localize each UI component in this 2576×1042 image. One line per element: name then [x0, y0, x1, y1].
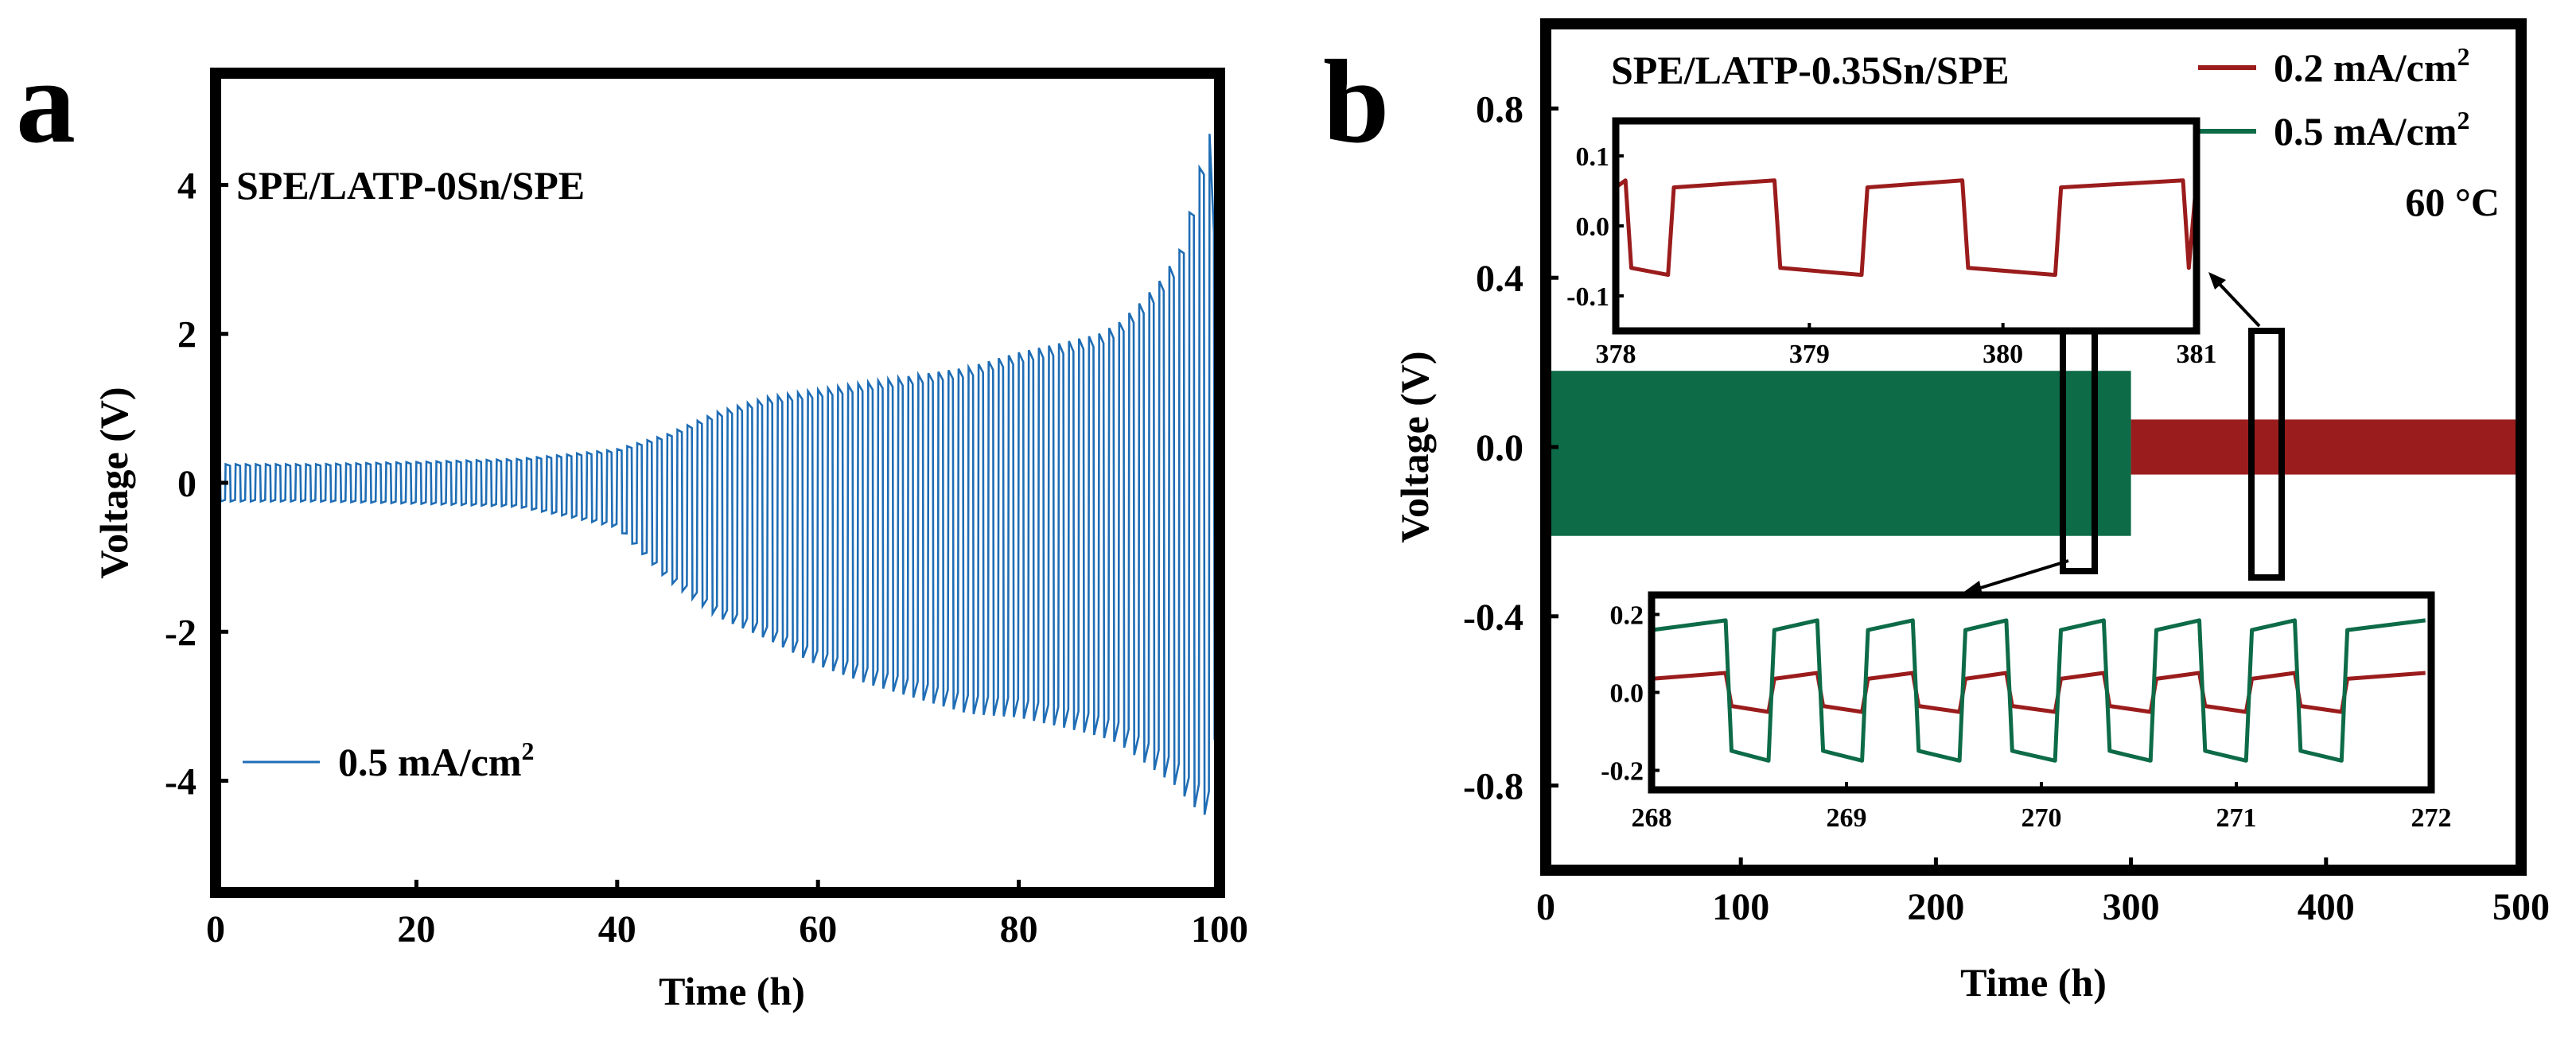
panel-b-y-tick-label: 0.4 — [1476, 258, 1523, 300]
inset-upper-x-tick-label: 381 — [2177, 340, 2217, 369]
panel-b-x-tick-label: 300 — [2103, 886, 2160, 928]
panel-a-x-tick-label: 100 — [1191, 908, 1248, 951]
panel-b-x-tick-label: 200 — [1907, 886, 1964, 928]
panel-b-series-0.5-band — [1546, 371, 2131, 536]
zoom-arrowhead-upper — [2208, 272, 2226, 290]
inset-lower-x-tick-label: 272 — [2411, 803, 2452, 833]
inset-lower-y-tick-label: 0.2 — [1610, 601, 1644, 631]
panel-a-x-tick-label: 80 — [1000, 908, 1038, 951]
panel-b-y-tick-label: -0.8 — [1463, 766, 1523, 808]
zoom-box-268-272 — [2060, 328, 2098, 574]
panel-b-legend: 0.2 mA/cm2 0.5 mA/cm2 — [2198, 42, 2470, 154]
zoom-box-378-381 — [2248, 328, 2285, 581]
panel-b-legend-label-0.5: 0.5 mA/cm2 — [2274, 106, 2470, 154]
panel-b-x-axis-title: Time (h) — [1960, 960, 2107, 1005]
panel-a-y-axis-title: Voltage (V) — [91, 387, 136, 578]
inset-upper-x-tick-label: 379 — [1789, 340, 1830, 369]
inset-upper-x-tick-label: 380 — [1983, 340, 2023, 369]
inset-lower-x-tick-label: 270 — [2021, 803, 2062, 833]
panel-b-y-tick-label: -0.4 — [1463, 597, 1523, 639]
panel-a-x-axis-title: Time (h) — [659, 969, 805, 1013]
panel-b-temperature-label: 60 °C — [2405, 180, 2500, 224]
panel-b-y-tick-label: 0.0 — [1476, 427, 1523, 469]
panel-b-inset-upper: 378 379 380 381 0.1 0.0 -0.1 — [1566, 117, 2217, 369]
panel-b-x-tick-label: 0 — [1536, 886, 1555, 928]
panel-a-legend: 0.5 mA/cm2 — [243, 737, 535, 784]
inset-lower-plot — [1651, 618, 2426, 763]
zoom-arrowhead-lower — [1962, 581, 1983, 595]
panel-a-y-tick-label: 2 — [177, 314, 197, 356]
inset-lower-series-0.5 — [1651, 618, 2426, 763]
panel-a-letter: a — [16, 36, 76, 168]
inset-upper-series-0.2 — [1613, 178, 2199, 278]
panel-b-y-tick-label: 0.8 — [1476, 88, 1523, 130]
panel-a-x-tick-label: 40 — [598, 908, 636, 951]
inset-upper-x-tick-label: 378 — [1596, 340, 1636, 369]
inset-lower-series-0.2 — [1651, 671, 2426, 714]
panel-a-sample-label: SPE/LATP-0Sn/SPE — [236, 163, 585, 208]
panel-a-legend-label: 0.5 mA/cm2 — [338, 737, 535, 784]
inset-upper-y-tick-label: 0.0 — [1576, 212, 1610, 242]
inset-upper-plot — [1613, 178, 2199, 278]
inset-lower-y-tick-label: 0.0 — [1610, 679, 1644, 709]
inset-upper-background — [1616, 121, 2197, 331]
panel-b-x-tick-label: 400 — [2298, 886, 2355, 928]
panel-a-series-0.5 — [215, 134, 1220, 815]
panel-a-y-tick-label: 4 — [177, 165, 197, 207]
inset-lower-x-tick-label: 268 — [1632, 803, 1672, 833]
panel-b-plot-area — [1545, 235, 2521, 541]
panel-b-sample-label: SPE/LATP-0.35Sn/SPE — [1611, 48, 2010, 92]
panel-b-inset-lower: 268 269 270 271 272 0.2 0.0 -0.2 — [1601, 591, 2452, 834]
panel-a-y-tick-label: 0 — [177, 463, 197, 505]
panel-b-y-axis-title: Voltage (V) — [1392, 351, 1437, 542]
panel-b-legend-label-0.2: 0.2 mA/cm2 — [2274, 42, 2470, 90]
inset-upper-y-tick-label: 0.1 — [1576, 142, 1610, 172]
panel-a-x-tick-label: 20 — [397, 908, 435, 951]
inset-upper-y-tick-label: -0.1 — [1566, 282, 1609, 312]
panel-a-y-tick-label: -4 — [165, 761, 197, 803]
zoom-arrow-upper — [2215, 279, 2261, 328]
inset-lower-x-tick-label: 271 — [2216, 803, 2257, 833]
panel-b-letter: b — [1323, 36, 1389, 168]
inset-lower-axes: 268 269 270 271 272 0.2 0.0 -0.2 — [1601, 601, 2451, 834]
panel-a-x-tick-label: 0 — [206, 908, 225, 951]
panel-a-y-tick-label: -2 — [165, 612, 197, 654]
panel-b-zoom-callouts — [1962, 272, 2285, 595]
inset-upper-axes: 378 379 380 381 0.1 0.0 -0.1 — [1566, 142, 2216, 369]
zoom-arrow-lower — [1972, 559, 2069, 592]
panel-a-plot-area — [215, 134, 1220, 815]
panel-b-x-tick-label: 500 — [2492, 886, 2550, 928]
panel-b-x-tick-label: 100 — [1712, 886, 1769, 928]
inset-lower-x-tick-label: 269 — [1827, 803, 1867, 833]
panel-b-axes: 0 100 200 300 400 500 0.8 0.4 0.0 -0.4 -0.8 — [1463, 88, 2550, 928]
panel-b: b 0 100 200 300 400 500 0.8 0.4 0.0 -0.4 -0.8 SPE/… — [1323, 18, 2550, 1005]
inset-lower-y-tick-label: -0.2 — [1601, 757, 1644, 787]
panel-b-series-0.2-band — [2130, 419, 2521, 475]
panel-a-x-tick-label: 60 — [799, 908, 837, 951]
